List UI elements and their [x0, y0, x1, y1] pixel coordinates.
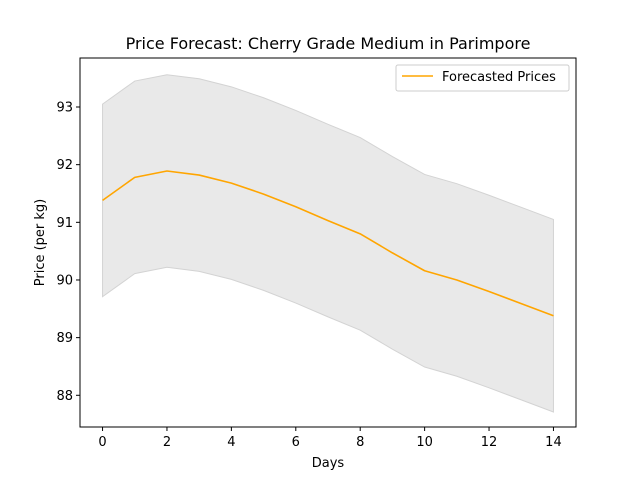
x-tick-label: 12	[481, 435, 498, 450]
plot-frame	[79, 57, 577, 428]
y-tick-label: 91	[56, 216, 73, 231]
y-tick-label: 93	[56, 101, 73, 116]
x-tick-label: 0	[98, 435, 106, 450]
x-tick-label: 10	[416, 435, 433, 450]
y-axis-title: Price (per kg)	[33, 199, 48, 287]
plot-area	[102, 74, 554, 413]
y-tick-label: 88	[56, 389, 73, 404]
x-tick-label: 4	[227, 435, 235, 450]
chart-title: Price Forecast: Cherry Grade Medium in P…	[126, 34, 531, 53]
y-tick-label: 92	[56, 158, 73, 173]
y-tick-label: 90	[56, 273, 73, 288]
legend-box	[395, 64, 570, 92]
confidence-band	[102, 74, 554, 413]
y-axis: 88 89 90 91 92 93	[56, 101, 80, 404]
x-tick-label: 14	[545, 435, 562, 450]
x-axis: 0 2 4 6 8 10 12 14	[98, 427, 562, 450]
x-tick-label: 6	[292, 435, 300, 450]
series-line-forecasted-prices	[102, 170, 554, 317]
x-axis-title: Days	[312, 456, 345, 471]
legend-label-forecasted-prices: Forecasted Prices	[442, 70, 556, 85]
y-tick-label: 89	[56, 331, 73, 346]
legend: Forecasted Prices	[395, 64, 570, 92]
x-tick-label: 8	[356, 435, 364, 450]
x-tick-label: 2	[163, 435, 171, 450]
